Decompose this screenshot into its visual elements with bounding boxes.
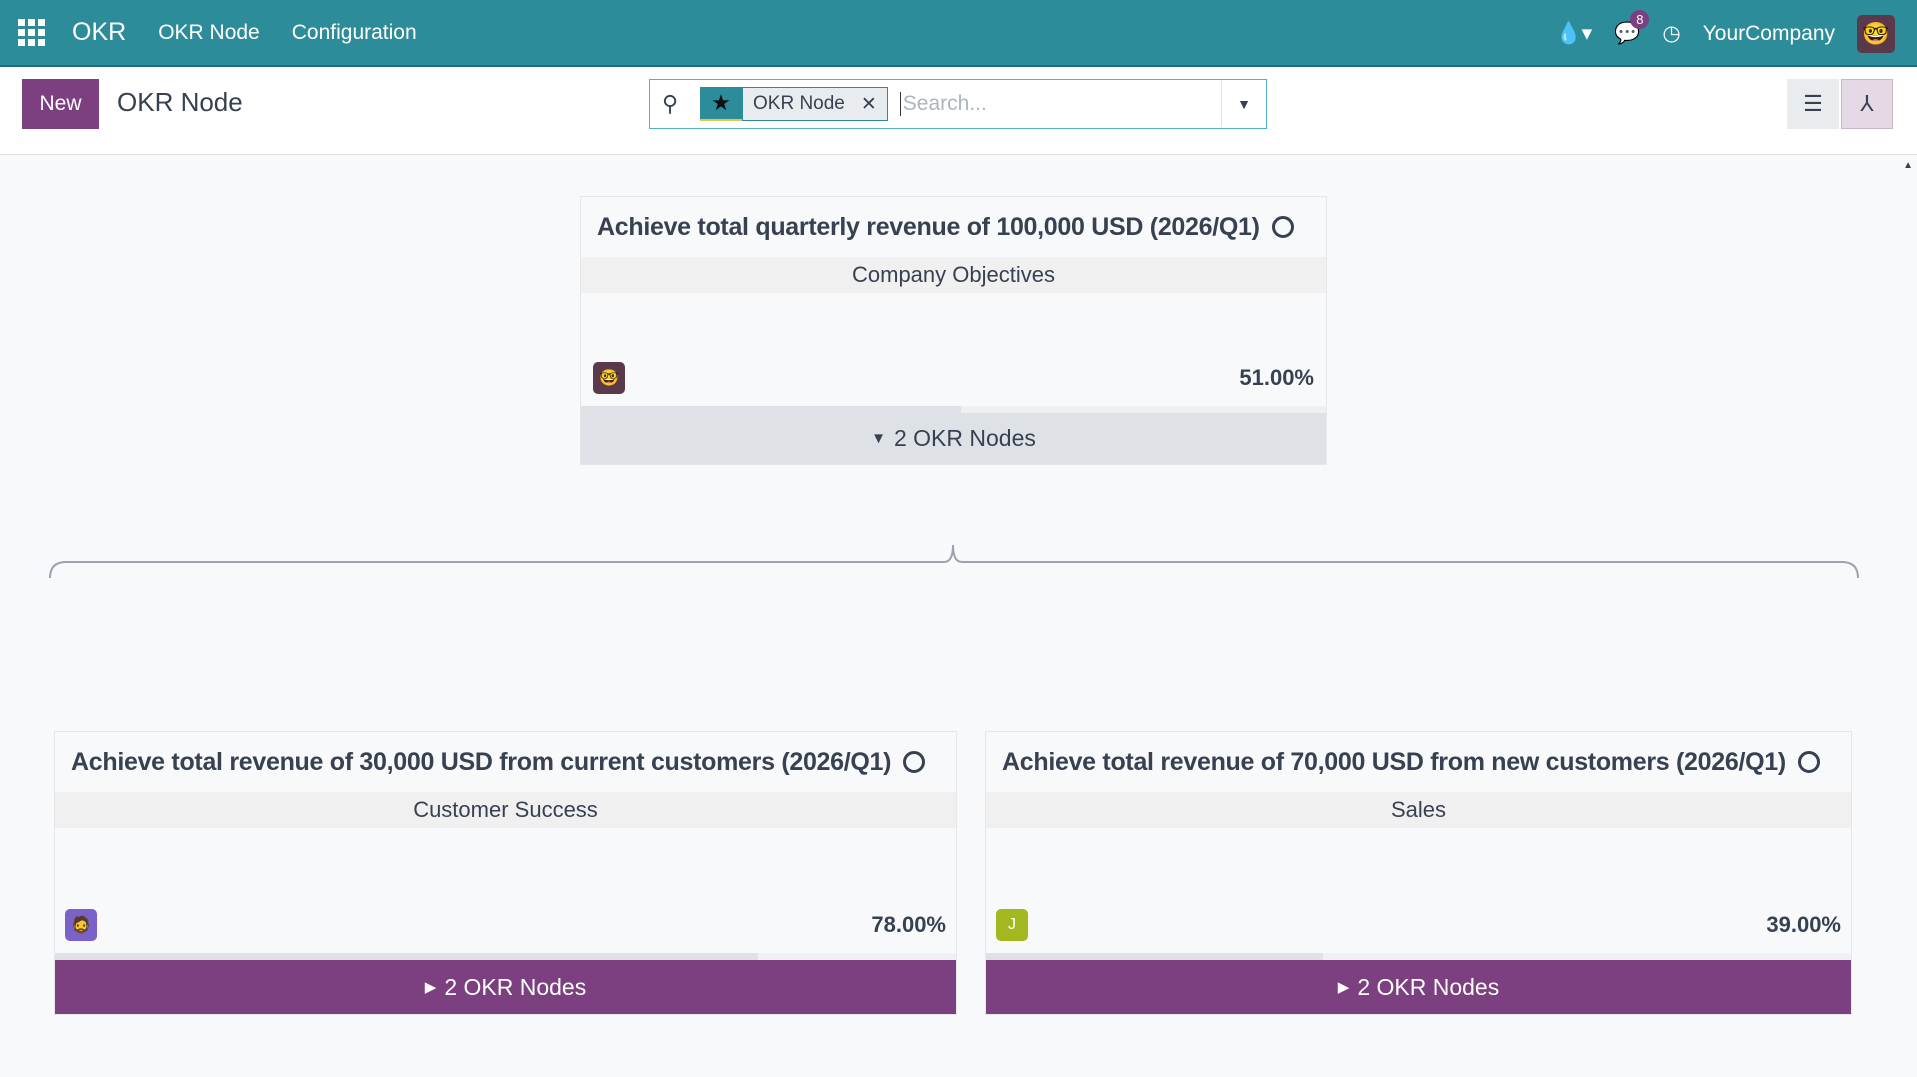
toggle-children-button[interactable]: ▶ 2 OKR Nodes (986, 960, 1851, 1014)
star-icon: ★ (700, 87, 742, 121)
card-title: Achieve total revenue of 30,000 USD from… (71, 747, 892, 776)
messages-badge: 8 (1630, 9, 1650, 29)
tree-connector (49, 544, 1859, 579)
app-brand[interactable]: OKR (72, 18, 127, 46)
search-icon[interactable]: ⚲ (662, 91, 679, 116)
menu-okr-node[interactable]: OKR Node (158, 20, 260, 44)
caret-right-icon: ▶ (1337, 979, 1350, 996)
scrollbar-up[interactable]: ▲ (1903, 160, 1913, 171)
control-panel: New OKR Node ⚲ ★ OKR Node ✕ ▼ ☰ ⅄ (0, 67, 1917, 155)
progress-value: 39.00% (1766, 912, 1841, 937)
okr-card-child[interactable]: Achieve total revenue of 30,000 USD from… (54, 731, 957, 1015)
search-input[interactable] (899, 92, 1210, 116)
status-circle-icon (903, 751, 926, 773)
facet-label: OKR Node (753, 93, 845, 114)
avatar: 🧔 (65, 909, 97, 941)
list-view-button[interactable]: ☰ (1787, 79, 1839, 129)
okr-card-root[interactable]: Achieve total quarterly revenue of 100,0… (580, 196, 1327, 465)
card-team: Customer Success (55, 792, 956, 828)
progress-value: 78.00% (871, 912, 946, 937)
children-label: 2 OKR Nodes (893, 425, 1036, 451)
chat-icon[interactable]: 💬 8 (1614, 9, 1650, 46)
clock-icon[interactable]: ◷ (1662, 22, 1681, 45)
children-label: 2 OKR Nodes (1357, 973, 1500, 1000)
okr-card-child[interactable]: Achieve total revenue of 70,000 USD from… (985, 731, 1852, 1015)
children-label: 2 OKR Nodes (444, 973, 587, 1000)
company-switcher[interactable]: YourCompany (1702, 21, 1835, 45)
avatar: 🤓 (593, 362, 625, 394)
progress-bar (581, 406, 1326, 413)
card-team: Sales (986, 792, 1851, 828)
progress-bar (986, 953, 1851, 960)
progress-bar (55, 953, 956, 960)
search-facet: OKR Node ✕ (742, 87, 888, 121)
apps-icon[interactable] (18, 18, 46, 47)
page-title: OKR Node (117, 87, 243, 117)
toggle-children-button[interactable]: ▼ 2 OKR Nodes (581, 413, 1326, 464)
user-avatar[interactable]: 🤓 (1857, 14, 1895, 53)
search-bar: ⚲ ★ OKR Node ✕ ▼ (649, 79, 1267, 129)
top-navbar: OKR OKR Node Configuration 💧▾ 💬 8 ◷ YourC… (0, 0, 1917, 67)
card-title: Achieve total quarterly revenue of 100,0… (597, 212, 1260, 241)
caret-down-icon: ▼ (871, 430, 886, 447)
card-title: Achieve total revenue of 70,000 USD from… (1002, 747, 1786, 776)
card-team: Company Objectives (581, 257, 1326, 293)
status-circle-icon (1271, 216, 1294, 238)
new-button[interactable]: New (22, 79, 99, 129)
chevron-down-icon[interactable]: ▼ (1221, 80, 1266, 127)
avatar: J (996, 909, 1028, 941)
hierarchy-view-button[interactable]: ⅄ (1841, 79, 1893, 129)
caret-right-icon: ▶ (424, 979, 437, 996)
close-icon[interactable]: ✕ (860, 93, 877, 115)
toggle-children-button[interactable]: ▶ 2 OKR Nodes (55, 960, 956, 1014)
status-circle-icon (1797, 751, 1820, 773)
progress-value: 51.00% (1239, 365, 1314, 390)
drop-icon[interactable]: 💧▾ (1555, 22, 1593, 45)
menu-configuration[interactable]: Configuration (291, 20, 417, 44)
